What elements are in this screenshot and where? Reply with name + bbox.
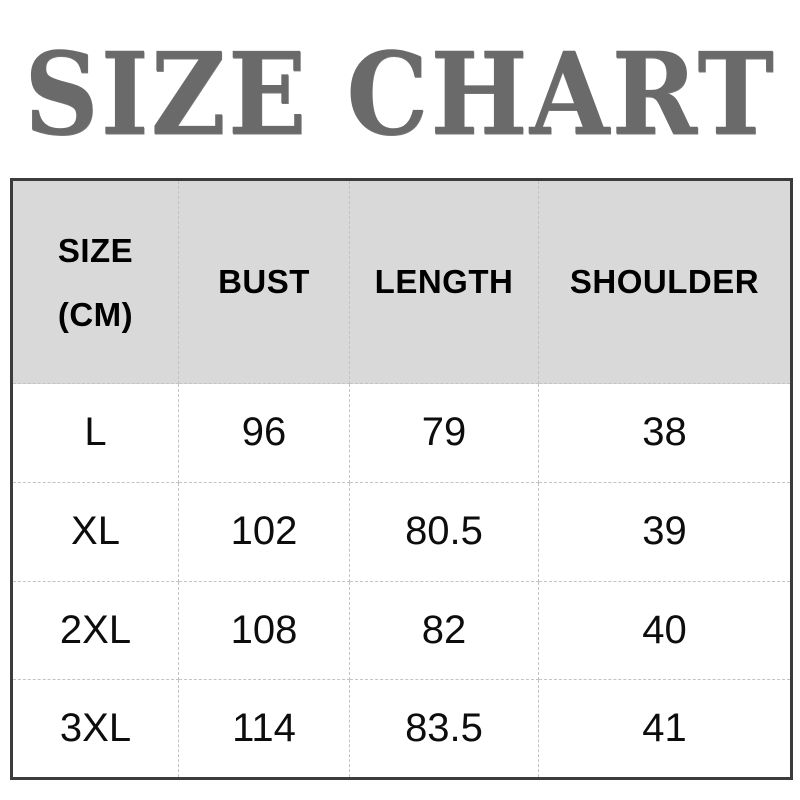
cell-size: 3XL [11, 679, 179, 779]
table-row-2xl: 2XL 108 82 40 [11, 580, 792, 681]
cell-length: 79 [349, 383, 539, 483]
header-size-cm: SIZE (CM) [11, 179, 179, 384]
cell-shoulder: 39 [538, 481, 792, 582]
cell-shoulder: 40 [538, 580, 792, 681]
header-size-line1: SIZE [57, 231, 134, 269]
size-chart-title: SIZE CHART [24, 28, 776, 162]
header-row: SIZE (CM) BUST LENGTH SHOULDER [11, 179, 792, 384]
table-row-3xl: 3XL 114 83.5 41 [11, 679, 792, 779]
cell-bust: 102 [178, 481, 350, 582]
cell-bust: 96 [178, 383, 350, 483]
header-bust: BUST [178, 179, 350, 384]
size-chart-table: SIZE (CM) BUST LENGTH SHOULDER L 96 79 3… [10, 178, 793, 780]
header-size-line2: (CM) [57, 295, 134, 333]
cell-length: 80.5 [349, 481, 539, 582]
table-row-l: L 96 79 38 [11, 383, 792, 483]
cell-size: XL [11, 481, 179, 582]
cell-bust: 114 [178, 679, 350, 779]
cell-length: 83.5 [349, 679, 539, 779]
header-shoulder: SHOULDER [538, 179, 792, 384]
cell-length: 82 [349, 580, 539, 681]
cell-shoulder: 38 [538, 383, 792, 483]
table-row-xl: XL 102 80.5 39 [11, 481, 792, 582]
table-body: L 96 79 38 XL 102 80.5 39 2XL 108 82 40 … [11, 383, 792, 779]
cell-size: L [11, 383, 179, 483]
header-length: LENGTH [349, 179, 539, 384]
cell-bust: 108 [178, 580, 350, 681]
cell-shoulder: 41 [538, 679, 792, 779]
table-header: SIZE (CM) BUST LENGTH SHOULDER [11, 179, 792, 384]
cell-size: 2XL [11, 580, 179, 681]
